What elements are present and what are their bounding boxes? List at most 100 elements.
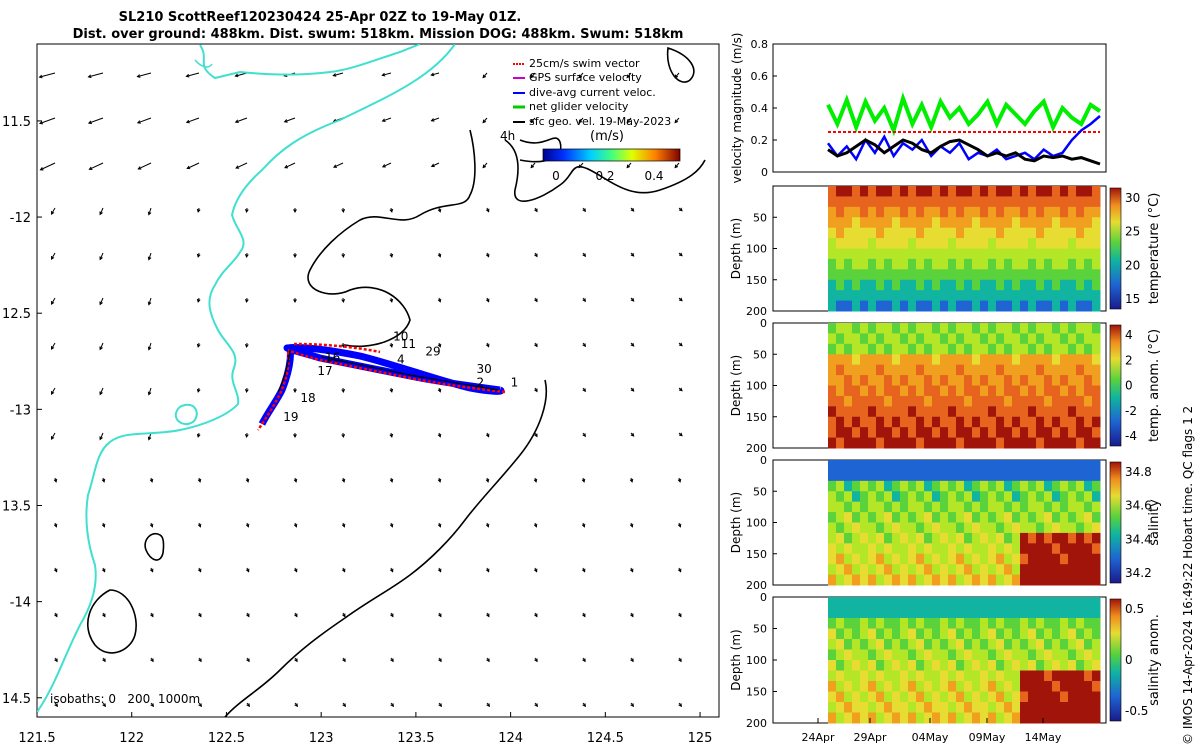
geo-velocity-arrow xyxy=(630,207,635,212)
section-heatmap-cell xyxy=(1084,375,1093,386)
section-heatmap-cell xyxy=(1052,290,1061,302)
section-heatmap-cell xyxy=(980,681,989,692)
geo-velocity-arrow xyxy=(196,387,201,393)
section-heatmap-cell xyxy=(1068,437,1077,449)
section-heatmap-cell xyxy=(940,607,949,619)
geo-velocity-arrow xyxy=(39,162,56,171)
section-heatmap-cell xyxy=(948,269,957,281)
section-heatmap-cell xyxy=(948,639,957,650)
section-heatmap-cell xyxy=(1020,597,1029,608)
geo-velocity-arrow xyxy=(482,72,488,79)
geo-velocity-arrow xyxy=(630,612,634,618)
section-heatmap-cell xyxy=(876,258,885,270)
section-heatmap-cell xyxy=(964,437,973,449)
section-heatmap-cell xyxy=(1012,258,1021,270)
section-heatmap-cell xyxy=(908,543,917,555)
section-heatmap-cell xyxy=(932,607,941,619)
section-heatmap-cell xyxy=(956,522,965,534)
section-heatmap-cell xyxy=(892,702,901,713)
section-heatmap-cell xyxy=(892,597,901,608)
section-heatmap-cell xyxy=(836,395,845,407)
section-heatmap-cell xyxy=(940,416,949,428)
section-heatmap-cell xyxy=(828,618,837,629)
section-heatmap-cell xyxy=(1020,460,1029,471)
section-heatmap-cell xyxy=(1052,186,1061,197)
geo-velocity-arrow xyxy=(438,612,442,618)
section-heatmap-cell xyxy=(956,227,965,239)
section-heatmap-cell xyxy=(916,248,925,260)
geo-velocity-arrow xyxy=(99,297,104,306)
section-heatmap-cell xyxy=(1076,248,1085,260)
section-heatmap-cell xyxy=(860,522,869,534)
section-heatmap-cell xyxy=(868,427,877,439)
section-heatmap-cell xyxy=(844,702,853,713)
section-heatmap-cell xyxy=(1076,375,1085,386)
section-heatmap-cell xyxy=(1068,300,1077,312)
section-heatmap-cell xyxy=(1092,227,1101,239)
section-heatmap-cell xyxy=(1004,227,1013,239)
geo-velocity-arrow xyxy=(438,702,442,708)
section-heatmap-cell xyxy=(980,691,989,703)
section-heatmap-cell xyxy=(948,248,957,260)
section-heatmap-cell xyxy=(996,501,1005,513)
section-heatmap-cell xyxy=(868,597,877,608)
section-heatmap-cell xyxy=(900,375,909,386)
section-heatmap-cell xyxy=(828,574,837,586)
section-heatmap-cell xyxy=(852,670,861,682)
section-heatmap-cell xyxy=(956,300,965,312)
section-heatmap-cell xyxy=(1052,639,1061,650)
section-heatmap-cell xyxy=(1084,364,1093,376)
section-heatmap-cell xyxy=(964,564,973,576)
section-heatmap-cell xyxy=(828,649,837,661)
section-heatmap-cell xyxy=(972,649,981,661)
geo-velocity-arrow xyxy=(430,117,440,122)
section-heatmap-cell xyxy=(892,639,901,650)
section-heatmap-cell xyxy=(852,427,861,439)
geo-velocity-arrow xyxy=(678,657,682,663)
section-heatmap-cell xyxy=(1012,702,1021,713)
section-heatmap-cell xyxy=(1036,186,1045,197)
section-heatmap-cell xyxy=(972,269,981,281)
section-heatmap-cell xyxy=(1084,385,1093,397)
section-heatmap-cell xyxy=(996,416,1005,428)
section-heatmap-cell xyxy=(916,279,925,291)
geo-velocity-arrow xyxy=(342,702,346,708)
section-heatmap-cell xyxy=(1068,333,1077,345)
section-heatmap-cell xyxy=(1060,269,1069,281)
section-heatmap-cell xyxy=(884,238,893,249)
map-x-tick-label: 123 xyxy=(309,731,334,746)
section-heatmap-cell xyxy=(860,501,869,513)
section-heatmap-cell xyxy=(884,279,893,291)
section-heatmap-cell xyxy=(1052,343,1061,355)
section-heatmap-cell xyxy=(1084,238,1093,249)
section-heatmap-cell xyxy=(924,333,933,345)
section-heatmap-cell xyxy=(932,501,941,513)
section-heatmap-cell xyxy=(868,712,877,724)
section-heatmap-cell xyxy=(924,501,933,513)
section-heatmap-cell xyxy=(988,238,997,249)
section-heatmap-cell xyxy=(956,532,965,544)
section-heatmap-cell xyxy=(908,406,917,418)
section-heatmap-cell xyxy=(1060,227,1069,239)
section-heatmap-cell xyxy=(1004,269,1013,281)
section-heatmap-cell xyxy=(1060,660,1069,671)
geo-velocity-arrow xyxy=(534,342,538,348)
geo-velocity-arrow xyxy=(293,477,298,483)
geo-velocity-arrow xyxy=(53,477,58,483)
map-x-tick-label: 122.5 xyxy=(208,731,245,746)
section-heatmap-cell xyxy=(924,364,933,376)
geo-velocity-arrow xyxy=(99,252,104,261)
section-heatmap-cell xyxy=(956,186,965,197)
section-heatmap-cell xyxy=(1068,323,1077,334)
section-heatmap-cell xyxy=(860,196,869,208)
section-heatmap-cell xyxy=(996,238,1005,249)
section-heatmap-cell xyxy=(844,238,853,249)
section-heatmap-cell xyxy=(1084,543,1093,555)
section-heatmap-cell xyxy=(884,416,893,428)
section-heatmap-cell xyxy=(1052,258,1061,270)
section-heatmap-cell xyxy=(860,258,869,270)
section-heatmap-cell xyxy=(988,491,997,503)
section-heatmap-cell xyxy=(1028,217,1037,229)
geostrophic-velocity-arrows xyxy=(38,72,683,708)
geo-velocity-arrow xyxy=(389,387,394,393)
